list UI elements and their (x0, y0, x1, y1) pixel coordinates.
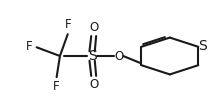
Text: F: F (64, 18, 71, 31)
Text: F: F (53, 80, 60, 93)
Text: F: F (26, 40, 33, 53)
Text: S: S (88, 49, 97, 63)
Text: O: O (90, 21, 99, 34)
Text: O: O (114, 50, 123, 62)
Text: O: O (90, 78, 99, 91)
Text: S: S (198, 39, 207, 53)
